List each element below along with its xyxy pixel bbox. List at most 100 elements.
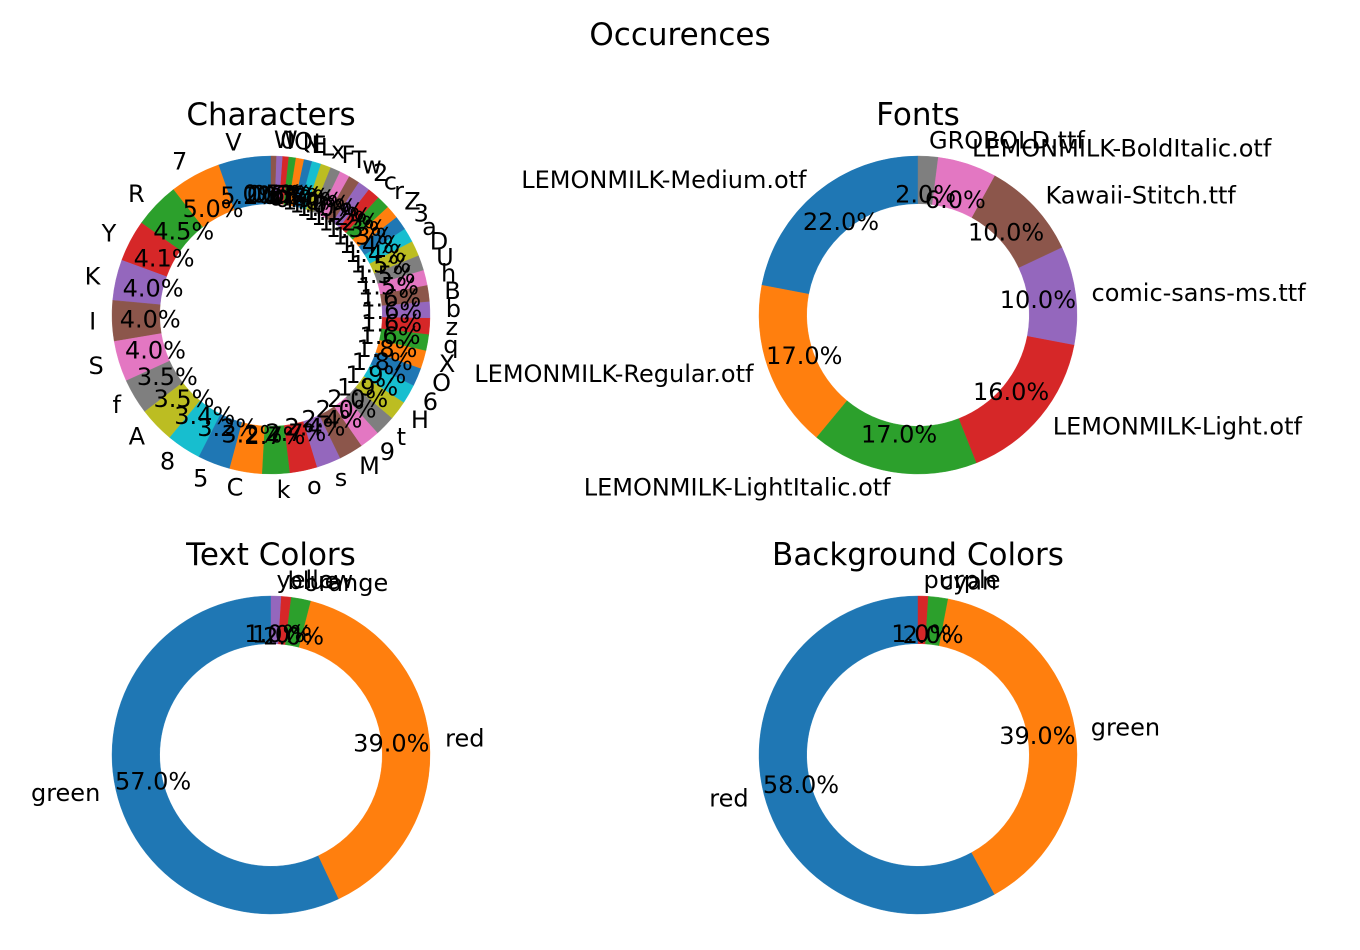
- percent-label: 1.0%: [252, 621, 313, 649]
- chart-title: Text Colors: [185, 537, 356, 573]
- percent-label: 4.0%: [125, 336, 186, 364]
- percent-label: 1.3%: [326, 215, 387, 243]
- percent-label: 22.0%: [803, 208, 879, 236]
- percent-label: 1.9%: [345, 361, 406, 389]
- slice-label: W: [274, 126, 298, 154]
- slice-red: [758, 595, 995, 915]
- slice-label: GROBOLD.ttf: [929, 126, 1085, 154]
- slice-label: red: [445, 725, 484, 753]
- slice-label: H: [411, 406, 429, 434]
- chart-title: Characters: [186, 97, 355, 133]
- slice-grobold-ttf: [917, 155, 939, 205]
- percent-label: 2.0%: [895, 180, 956, 208]
- percent-label: 0.6%: [251, 181, 312, 209]
- percent-label: 4.1%: [134, 245, 195, 273]
- slice-label: c: [384, 167, 397, 195]
- percent-label: 1.2%: [318, 209, 379, 237]
- slice-label: M: [359, 452, 380, 480]
- slice-label: l: [287, 127, 294, 155]
- percent-label: 0.5%: [242, 180, 303, 208]
- percent-label: 57.0%: [115, 767, 191, 795]
- percent-label: 1.0%: [891, 620, 952, 648]
- slice-label: 9: [380, 438, 395, 466]
- slice-label: z: [445, 313, 458, 341]
- slice-label: comic-sans-ms.ttf: [1092, 279, 1307, 307]
- slice-label: L: [321, 133, 335, 161]
- slice-w: [270, 155, 277, 204]
- slice-label: 3: [414, 200, 429, 228]
- percent-label: 1.5%: [358, 272, 419, 300]
- percent-label: 3.2%: [197, 414, 258, 442]
- percent-label: 5.0%: [183, 195, 244, 223]
- slice-label: S: [89, 352, 104, 380]
- slice-label: purple: [923, 566, 1000, 594]
- chart-background-colors: Background Colors 58.0% 39.0% 2.0%1.0% red gr…: [709, 537, 1160, 915]
- slice-label: green: [31, 779, 100, 807]
- slice-label: s: [335, 464, 348, 492]
- slice-label: E: [311, 131, 326, 159]
- percent-label: 1.2%: [311, 203, 372, 231]
- slice-label: 5: [193, 464, 208, 492]
- slice-label: r: [394, 177, 404, 205]
- percent-label: 2.0%: [327, 385, 388, 413]
- percent-label: 17.0%: [861, 420, 937, 448]
- slice-label: q: [443, 331, 458, 359]
- slice-label: I: [89, 308, 96, 336]
- percent-label: 0.7%: [257, 181, 318, 209]
- percent-label: 39.0%: [999, 722, 1075, 750]
- slice-label: yellow: [276, 566, 353, 594]
- percent-label: 0.6%: [247, 180, 308, 208]
- percent-label: 1.4%: [345, 240, 406, 268]
- slice-label: red: [709, 784, 748, 812]
- slice-label: F: [342, 141, 356, 169]
- slice-label: cyan: [940, 567, 997, 595]
- slice-label: b: [446, 295, 461, 323]
- percent-label: 1.6%: [360, 322, 421, 350]
- percent-label: 1.1%: [303, 198, 364, 226]
- percent-labels: 5.2%5.0%4.5%4.1%4.0%4.0%4.0%3.5%3.5%3.4%…: [120, 180, 423, 450]
- slice-label: green: [1091, 714, 1160, 742]
- slice-label: Y: [101, 220, 117, 248]
- slice-label: A: [129, 422, 146, 450]
- slices: [758, 595, 1078, 915]
- percent-label: 4.0%: [120, 306, 181, 334]
- slices: [758, 155, 1078, 475]
- slice-label: D: [430, 228, 448, 256]
- slice-green: [938, 598, 1078, 895]
- percent-label: 1.0%: [289, 190, 350, 218]
- percent-label: 6.0%: [925, 186, 986, 214]
- slice-label: LEMONMILK-Medium.otf: [521, 166, 807, 194]
- slice-green: [111, 595, 339, 915]
- chart-text-colors: Text Colors 57.0% 39.0% 2.0%1.0%1.0% green re…: [31, 537, 484, 915]
- percent-label: 3.2%: [221, 420, 282, 448]
- chart-title: Fonts: [876, 97, 960, 133]
- slice-label: LEMONMILK-Light.otf: [1053, 412, 1303, 440]
- slice-label: o: [307, 472, 322, 500]
- percent-label: 39.0%: [353, 730, 429, 758]
- percent-label: 2.4%: [301, 405, 362, 433]
- percent-label: 17.0%: [766, 342, 842, 370]
- percent-label: 1.0%: [282, 187, 343, 215]
- percent-labels: 57.0% 39.0% 2.0%1.0%1.0%: [115, 620, 429, 795]
- percent-label: 0.8%: [268, 183, 329, 211]
- slice-purple: [917, 595, 929, 645]
- percent-label: 1.5%: [350, 250, 411, 278]
- figure-title: Occurences: [589, 17, 770, 53]
- percent-labels: 58.0% 39.0% 2.0%1.0%: [763, 620, 1076, 799]
- slice-label: a: [422, 213, 437, 241]
- slice-label: O: [432, 369, 451, 397]
- slice-label: X: [439, 350, 455, 378]
- percent-label: 2.0%: [263, 622, 324, 650]
- percent-label: 1.4%: [339, 231, 400, 259]
- slice-label: U: [436, 243, 454, 271]
- slice-label: Q: [294, 128, 313, 156]
- percent-label: 2.0%: [316, 396, 377, 424]
- percent-label: 1.0%: [296, 194, 357, 222]
- slice-red: [298, 600, 431, 900]
- percent-label: 3.5%: [153, 385, 214, 413]
- slice-label: C: [227, 474, 244, 502]
- percent-label: 2.4%: [285, 414, 346, 442]
- chart-characters: Characters5.2%5.0%4.5%4.1%4.0%4.0%4.0%3.…: [85, 97, 461, 504]
